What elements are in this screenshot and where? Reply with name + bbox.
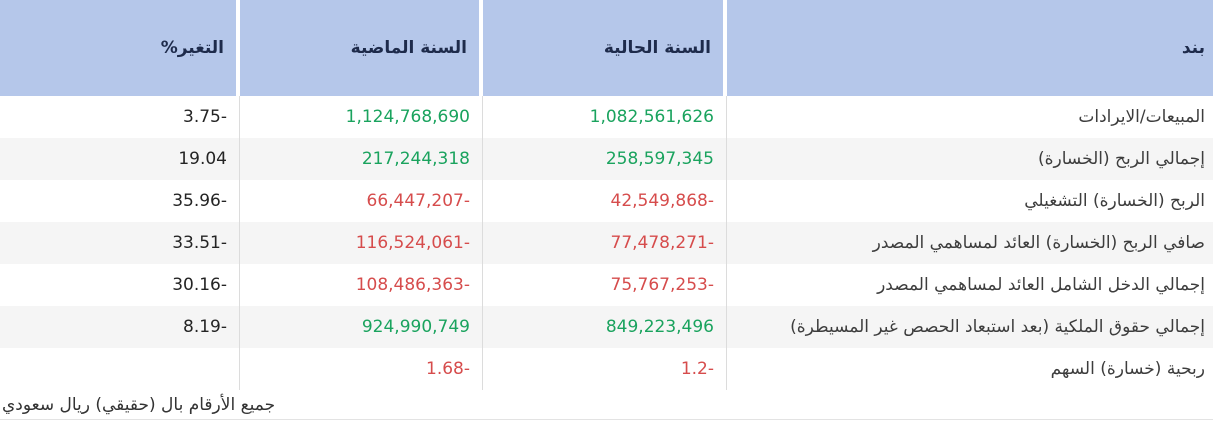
current-year-cell: 258,597,345 — [483, 138, 727, 180]
current-year-cell: -77,478,271 — [483, 222, 727, 264]
item-cell: إجمالي حقوق الملكية (بعد استبعاد الحصص غ… — [790, 317, 1205, 337]
item-cell: إجمالي الربح (الخسارة) — [1038, 149, 1205, 169]
current-year-cell: -75,767,253 — [483, 264, 727, 306]
change-pct-cell — [0, 348, 240, 390]
change-pct-cell: -3.75 — [0, 96, 240, 138]
current-year-cell: 849,223,496 — [483, 306, 727, 348]
current-year-cell: -1.2 — [483, 348, 727, 390]
previous-year-cell: -1.68 — [240, 348, 483, 390]
table-row: إجمالي الدخل الشامل العائد لمساهمي المصد… — [0, 264, 1213, 306]
change-pct-cell: 19.04 — [0, 138, 240, 180]
table-row: إجمالي الربح (الخسارة) 258,597,345 217,2… — [0, 138, 1213, 180]
table-row: ربحية (خسارة) السهم -1.2 -1.68 — [0, 348, 1213, 390]
header-row: بند السنة الحالية السنة الماضية التغير% — [0, 0, 1213, 96]
change-pct-cell: -8.19 — [0, 306, 240, 348]
change-pct-cell: -35.96 — [0, 180, 240, 222]
previous-year-cell: -108,486,363 — [240, 264, 483, 306]
previous-year-cell: -66,447,207 — [240, 180, 483, 222]
previous-year-cell: 1,124,768,690 — [240, 96, 483, 138]
column-header-previous-year: السنة الماضية — [240, 0, 483, 96]
current-year-cell: -42,549,868 — [483, 180, 727, 222]
item-cell: صافي الربح (الخسارة) العائد لمساهمي المص… — [872, 233, 1205, 253]
item-cell: الربح (الخسارة) التشغيلي — [1024, 191, 1205, 211]
previous-year-cell: -116,524,061 — [240, 222, 483, 264]
item-cell: ربحية (خسارة) السهم — [1050, 359, 1205, 379]
table-header: بند السنة الحالية السنة الماضية التغير% — [0, 0, 1213, 96]
table-row: المبيعات/الايرادات 1,082,561,626 1,124,7… — [0, 96, 1213, 138]
previous-year-cell: 924,990,749 — [240, 306, 483, 348]
financials-table: بند السنة الحالية السنة الماضية التغير% … — [0, 0, 1213, 390]
table-body: المبيعات/الايرادات 1,082,561,626 1,124,7… — [0, 96, 1213, 390]
item-cell: إجمالي الدخل الشامل العائد لمساهمي المصد… — [877, 275, 1205, 295]
currency-footnote: جميع الأرقام بال (حقيقي) ريال سعودي — [0, 390, 1213, 420]
previous-year-cell: 217,244,318 — [240, 138, 483, 180]
column-header-change-pct: التغير% — [0, 0, 240, 96]
table-row: الربح (الخسارة) التشغيلي -42,549,868 -66… — [0, 180, 1213, 222]
item-cell: المبيعات/الايرادات — [1078, 107, 1205, 127]
change-pct-cell: -33.51 — [0, 222, 240, 264]
table-row: صافي الربح (الخسارة) العائد لمساهمي المص… — [0, 222, 1213, 264]
column-header-item: بند — [727, 0, 1213, 96]
change-pct-cell: -30.16 — [0, 264, 240, 306]
column-header-current-year: السنة الحالية — [483, 0, 727, 96]
current-year-cell: 1,082,561,626 — [483, 96, 727, 138]
table-row: إجمالي حقوق الملكية (بعد استبعاد الحصص غ… — [0, 306, 1213, 348]
